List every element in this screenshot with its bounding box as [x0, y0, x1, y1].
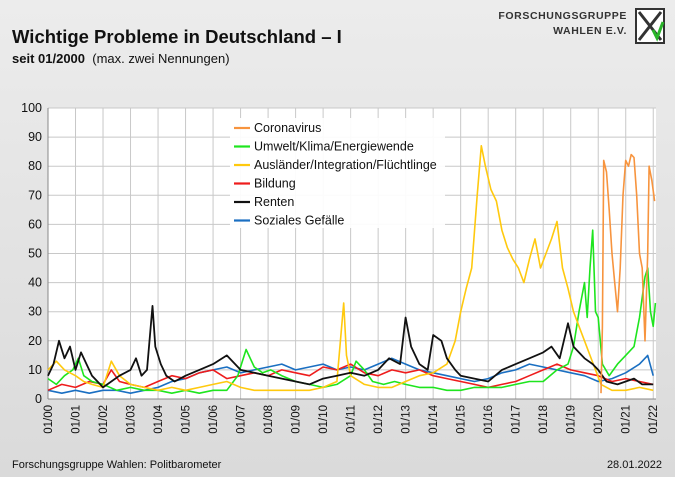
y-tick-label: 100 [21, 101, 42, 115]
y-tick-label: 40 [28, 276, 42, 290]
subtitle-bold: seit 01/2000 [12, 51, 86, 66]
y-tick-labels: 0 10 20 30 40 50 60 70 80 90 100 [21, 101, 42, 406]
x-tick-label: 01/11 [346, 405, 358, 433]
chart-title: Wichtige Probleme in Deutschland – I [12, 26, 342, 47]
y-tick-label: 0 [35, 392, 42, 406]
logo-line1: FORSCHUNGSGRUPPE [498, 10, 627, 22]
y-tick-label: 50 [28, 247, 42, 261]
x-tick-label: 01/22 [648, 405, 660, 434]
legend-label: Renten [254, 195, 294, 209]
y-tick-label: 30 [28, 305, 42, 319]
chart-legend: Coronavirus Umwelt/Klima/Energiewende Ausl… [230, 118, 445, 228]
x-tick-label: 01/21 [621, 405, 633, 434]
x-tick-label: 01/01 [71, 405, 83, 434]
x-tick-label: 01/19 [566, 405, 578, 434]
x-tick-label: 01/14 [428, 404, 440, 433]
x-tick-label: 01/09 [291, 405, 303, 434]
x-tick-label: 01/16 [483, 405, 495, 434]
fgw-logo: FORSCHUNGSGRUPPE WAHLEN E.V. [498, 8, 665, 44]
x-tick-label: 01/00 [43, 405, 55, 434]
x-tick-label: 01/12 [373, 405, 385, 434]
x-tick-label: 01/05 [181, 405, 193, 434]
x-tick-label: 01/08 [263, 405, 275, 434]
grid-lines [47, 107, 656, 400]
legend-label: Bildung [254, 177, 296, 191]
x-tick-label: 01/15 [456, 405, 468, 434]
x-tick-label: 01/03 [126, 405, 138, 434]
x-tick-label: 01/04 [153, 404, 165, 433]
legend-label: Coronavirus [254, 121, 321, 135]
y-tick-label: 80 [28, 159, 42, 173]
series-lines [47, 145, 657, 394]
series-line-auslaender [47, 145, 654, 392]
series-line-renten [47, 305, 654, 389]
y-tick-label: 90 [28, 130, 42, 144]
x-tick-label: 01/07 [236, 405, 248, 434]
y-tick-label: 20 [28, 334, 42, 348]
x-tick-label: 01/10 [318, 405, 330, 434]
legend-label: Soziales Gefälle [254, 214, 344, 228]
chart-subtitle: seit 01/2000 (max. zwei Nennungen) [12, 51, 230, 66]
x-tick-labels: 01/00 01/01 01/02 01/03 01/04 01/05 01/06 01/07… [43, 404, 660, 433]
legend-label: Umwelt/Klima/Energiewende [254, 140, 414, 154]
subtitle-note: (max. zwei Nennungen) [92, 51, 230, 66]
x-tick-label: 01/18 [538, 405, 550, 434]
logo-mark-icon [635, 8, 665, 44]
y-tick-label: 10 [28, 363, 42, 377]
legend-label: Ausländer/Integration/Flüchtlinge [254, 158, 437, 172]
legend-box [230, 118, 445, 228]
series-line-umwelt [47, 229, 657, 394]
x-tick-label: 01/13 [401, 405, 413, 434]
x-tick-label: 01/17 [511, 405, 523, 434]
y-tick-label: 60 [28, 217, 42, 231]
y-tick-label: 70 [28, 188, 42, 202]
logo-line2: WAHLEN E.V. [553, 25, 627, 37]
series-line-coronavirus [600, 153, 656, 394]
x-tick-label: 01/02 [98, 405, 110, 434]
source-note: Forschungsgruppe Wahlen: Politbarometer [12, 459, 222, 471]
x-tick-label: 01/20 [593, 405, 605, 434]
publish-date: 28.01.2022 [606, 459, 662, 471]
x-tick-label: 01/06 [208, 405, 220, 434]
